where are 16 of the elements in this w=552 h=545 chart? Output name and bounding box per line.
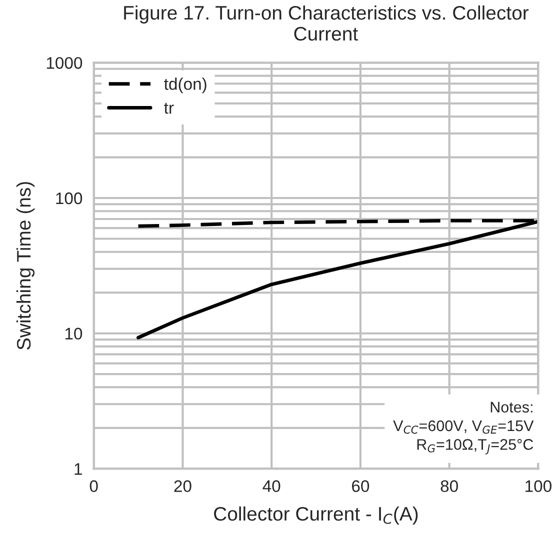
x-tick-label: 0 (90, 480, 98, 492)
y-tick-label: 1000 (46, 57, 82, 69)
x-tick-label: 60 (352, 480, 370, 492)
x-axis-title: Collector Current - I$_{C}$(A) (214, 506, 418, 525)
x-tick-label: 80 (440, 480, 458, 492)
chart-title: Figure 17. Turn-on Characteristics vs. Collector Current (124, 5, 529, 41)
x-tick-label: 100 (526, 480, 552, 492)
y-tick-label: 1 (74, 463, 82, 475)
legend-label: td(on) (164, 78, 206, 94)
y-tick-label: 10 (65, 328, 82, 340)
x-tick-label: 20 (174, 480, 192, 492)
y-tick-label: 100 (56, 192, 82, 204)
y-axis-title: Switching Time (ns) (16, 182, 35, 350)
legend-label: tr (164, 102, 174, 114)
text: Notes: V$_{CC}$=600V, V$_{GE}$=15V R$_{G}$=10Ω,T$_{J}$=25°C (393, 402, 534, 454)
x-tick-label: 40 (262, 480, 280, 492)
